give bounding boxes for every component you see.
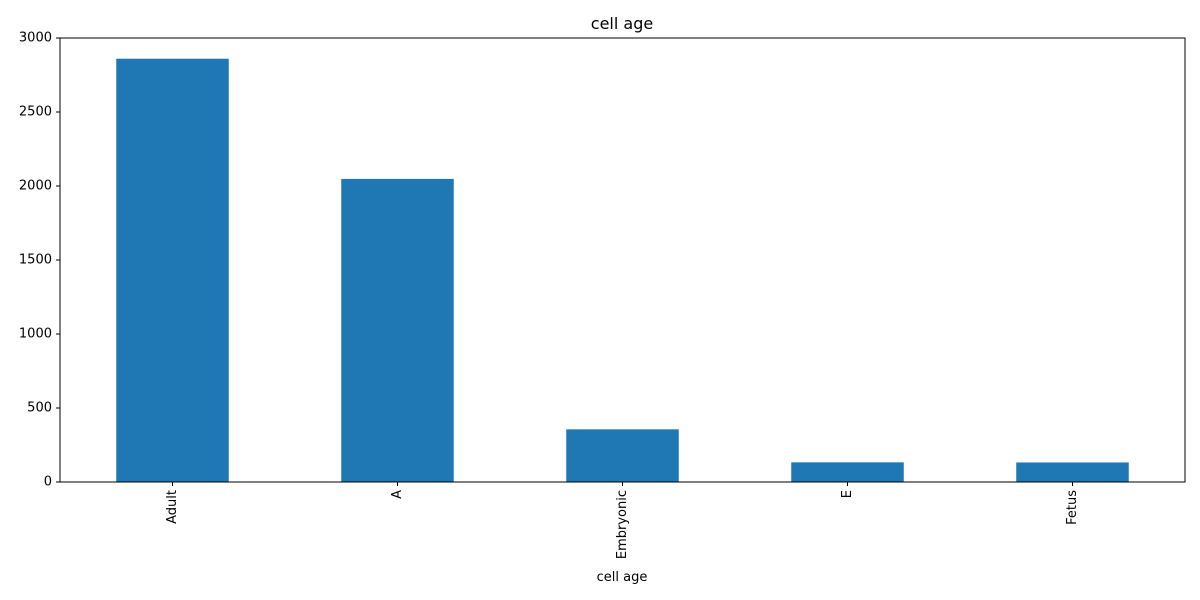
y-tick-label: 500	[27, 401, 52, 416]
chart-title: cell age	[591, 14, 653, 33]
x-tick-label: Adult	[165, 490, 180, 524]
x-tick-label: Fetus	[1065, 490, 1080, 525]
bar-a	[341, 178, 454, 482]
y-tick-label: 0	[44, 475, 52, 490]
x-axis: Adult A Embryonic E Fetus	[165, 482, 1080, 559]
bar-e	[791, 462, 904, 482]
y-tick-label: 1500	[19, 253, 52, 268]
bar-fetus	[1016, 462, 1129, 482]
y-tick-label: 2000	[19, 179, 52, 194]
x-tick-label: E	[840, 490, 855, 498]
x-axis-label: cell age	[597, 570, 648, 585]
bar-embryonic	[566, 429, 679, 482]
x-tick-label: A	[390, 490, 405, 499]
bar-adult	[116, 58, 229, 482]
bars-group	[116, 58, 1129, 482]
y-tick-label: 1000	[19, 327, 52, 342]
y-axis: 0 500 1000 1500 2000 2500 3000	[19, 31, 60, 490]
y-tick-label: 2500	[19, 105, 52, 120]
y-tick-label: 3000	[19, 31, 52, 46]
plot-frame	[59, 37, 1186, 483]
x-tick-label: Embryonic	[615, 490, 630, 559]
